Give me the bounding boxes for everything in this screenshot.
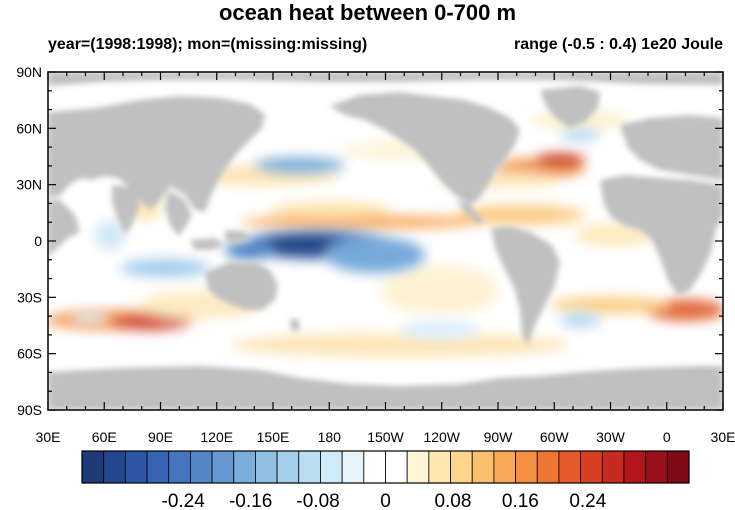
plot-title: ocean heat between 0-700 m bbox=[218, 0, 517, 25]
colorbar-swatch bbox=[580, 450, 603, 484]
colorbar-frame bbox=[81, 450, 690, 484]
colorbar-label: 0 bbox=[380, 491, 391, 510]
colorbar-swatch bbox=[536, 450, 560, 484]
lon-label: 120W bbox=[423, 429, 460, 445]
colorbar-swatch bbox=[363, 450, 386, 484]
colorbar-swatch bbox=[450, 450, 473, 484]
longitude-labels: 30E 60E 90E 120E 150E 180 150W 120W 90W 60W 30W 0 30… bbox=[36, 429, 735, 445]
lat-label: 90S bbox=[17, 402, 42, 418]
lon-label: 30E bbox=[36, 429, 61, 445]
colorbar-swatch bbox=[558, 450, 582, 484]
colorbar-swatch bbox=[493, 450, 516, 484]
colorbar-swatch bbox=[601, 450, 625, 484]
colorbar-label: 0.24 bbox=[569, 491, 606, 510]
colorbar-swatch bbox=[168, 450, 191, 484]
colorbar bbox=[81, 450, 690, 484]
plot-subtitle-left: year=(1998:1998); mon=(missing:missing) bbox=[48, 36, 368, 53]
colorbar-swatch bbox=[298, 450, 321, 484]
colorbar-labels: -0.24 -0.16 -0.08 0 0.08 0.16 0.24 bbox=[162, 491, 607, 510]
colorbar-label: -0.08 bbox=[296, 491, 339, 510]
colorbar-label: 0.08 bbox=[434, 491, 471, 510]
colorbar-label: -0.24 bbox=[162, 491, 206, 510]
lat-label: 60S bbox=[17, 346, 42, 362]
latitude-labels: 90N 60N 30N 0 30S 60S 90S bbox=[16, 64, 42, 418]
colorbar-swatch bbox=[103, 450, 126, 484]
lon-label: 30W bbox=[596, 429, 626, 445]
colorbar-swatch bbox=[428, 450, 451, 484]
lon-label: 30E bbox=[711, 429, 735, 445]
lat-label: 60N bbox=[16, 120, 42, 136]
colorbar-swatch bbox=[341, 450, 365, 484]
lon-label: 150W bbox=[367, 429, 404, 445]
colorbar-swatch bbox=[515, 450, 538, 484]
land-masses bbox=[48, 72, 723, 410]
lon-label: 180 bbox=[318, 429, 342, 445]
colorbar-swatch bbox=[189, 450, 213, 484]
colorbar-swatch bbox=[81, 450, 105, 484]
colorbar-swatch bbox=[233, 450, 256, 484]
lat-label: 30S bbox=[17, 289, 42, 305]
colorbar-swatch bbox=[666, 450, 690, 484]
colorbar-swatch bbox=[645, 450, 668, 484]
anomaly-field bbox=[48, 72, 723, 410]
lat-label: 0 bbox=[34, 233, 42, 249]
colorbar-label: -0.16 bbox=[229, 491, 272, 510]
lon-label: 60W bbox=[540, 429, 570, 445]
colorbar-swatch bbox=[320, 450, 343, 484]
colorbar-swatch bbox=[406, 450, 430, 484]
colorbar-swatch bbox=[385, 450, 408, 484]
lon-label: 90E bbox=[148, 429, 173, 445]
colorbar-swatch bbox=[623, 450, 647, 484]
colorbar-swatch bbox=[255, 450, 278, 484]
colorbar-label: 0.16 bbox=[502, 491, 539, 510]
lon-label: 0 bbox=[663, 429, 671, 445]
plot-subtitle-right: range (-0.5 : 0.4) 1e20 Joule bbox=[514, 36, 723, 53]
colorbar-swatch bbox=[124, 450, 148, 484]
lat-label: 30N bbox=[16, 177, 42, 193]
lon-label: 90W bbox=[484, 429, 514, 445]
colorbar-swatch bbox=[211, 450, 235, 484]
colorbar-swatch bbox=[146, 450, 170, 484]
colorbar-swatch bbox=[471, 450, 495, 484]
lat-label: 90N bbox=[16, 64, 42, 80]
lon-label: 150E bbox=[257, 429, 290, 445]
lon-label: 120E bbox=[200, 429, 233, 445]
colorbar-swatch bbox=[276, 450, 300, 484]
lon-label: 60E bbox=[92, 429, 117, 445]
map-ticks bbox=[47, 71, 724, 411]
